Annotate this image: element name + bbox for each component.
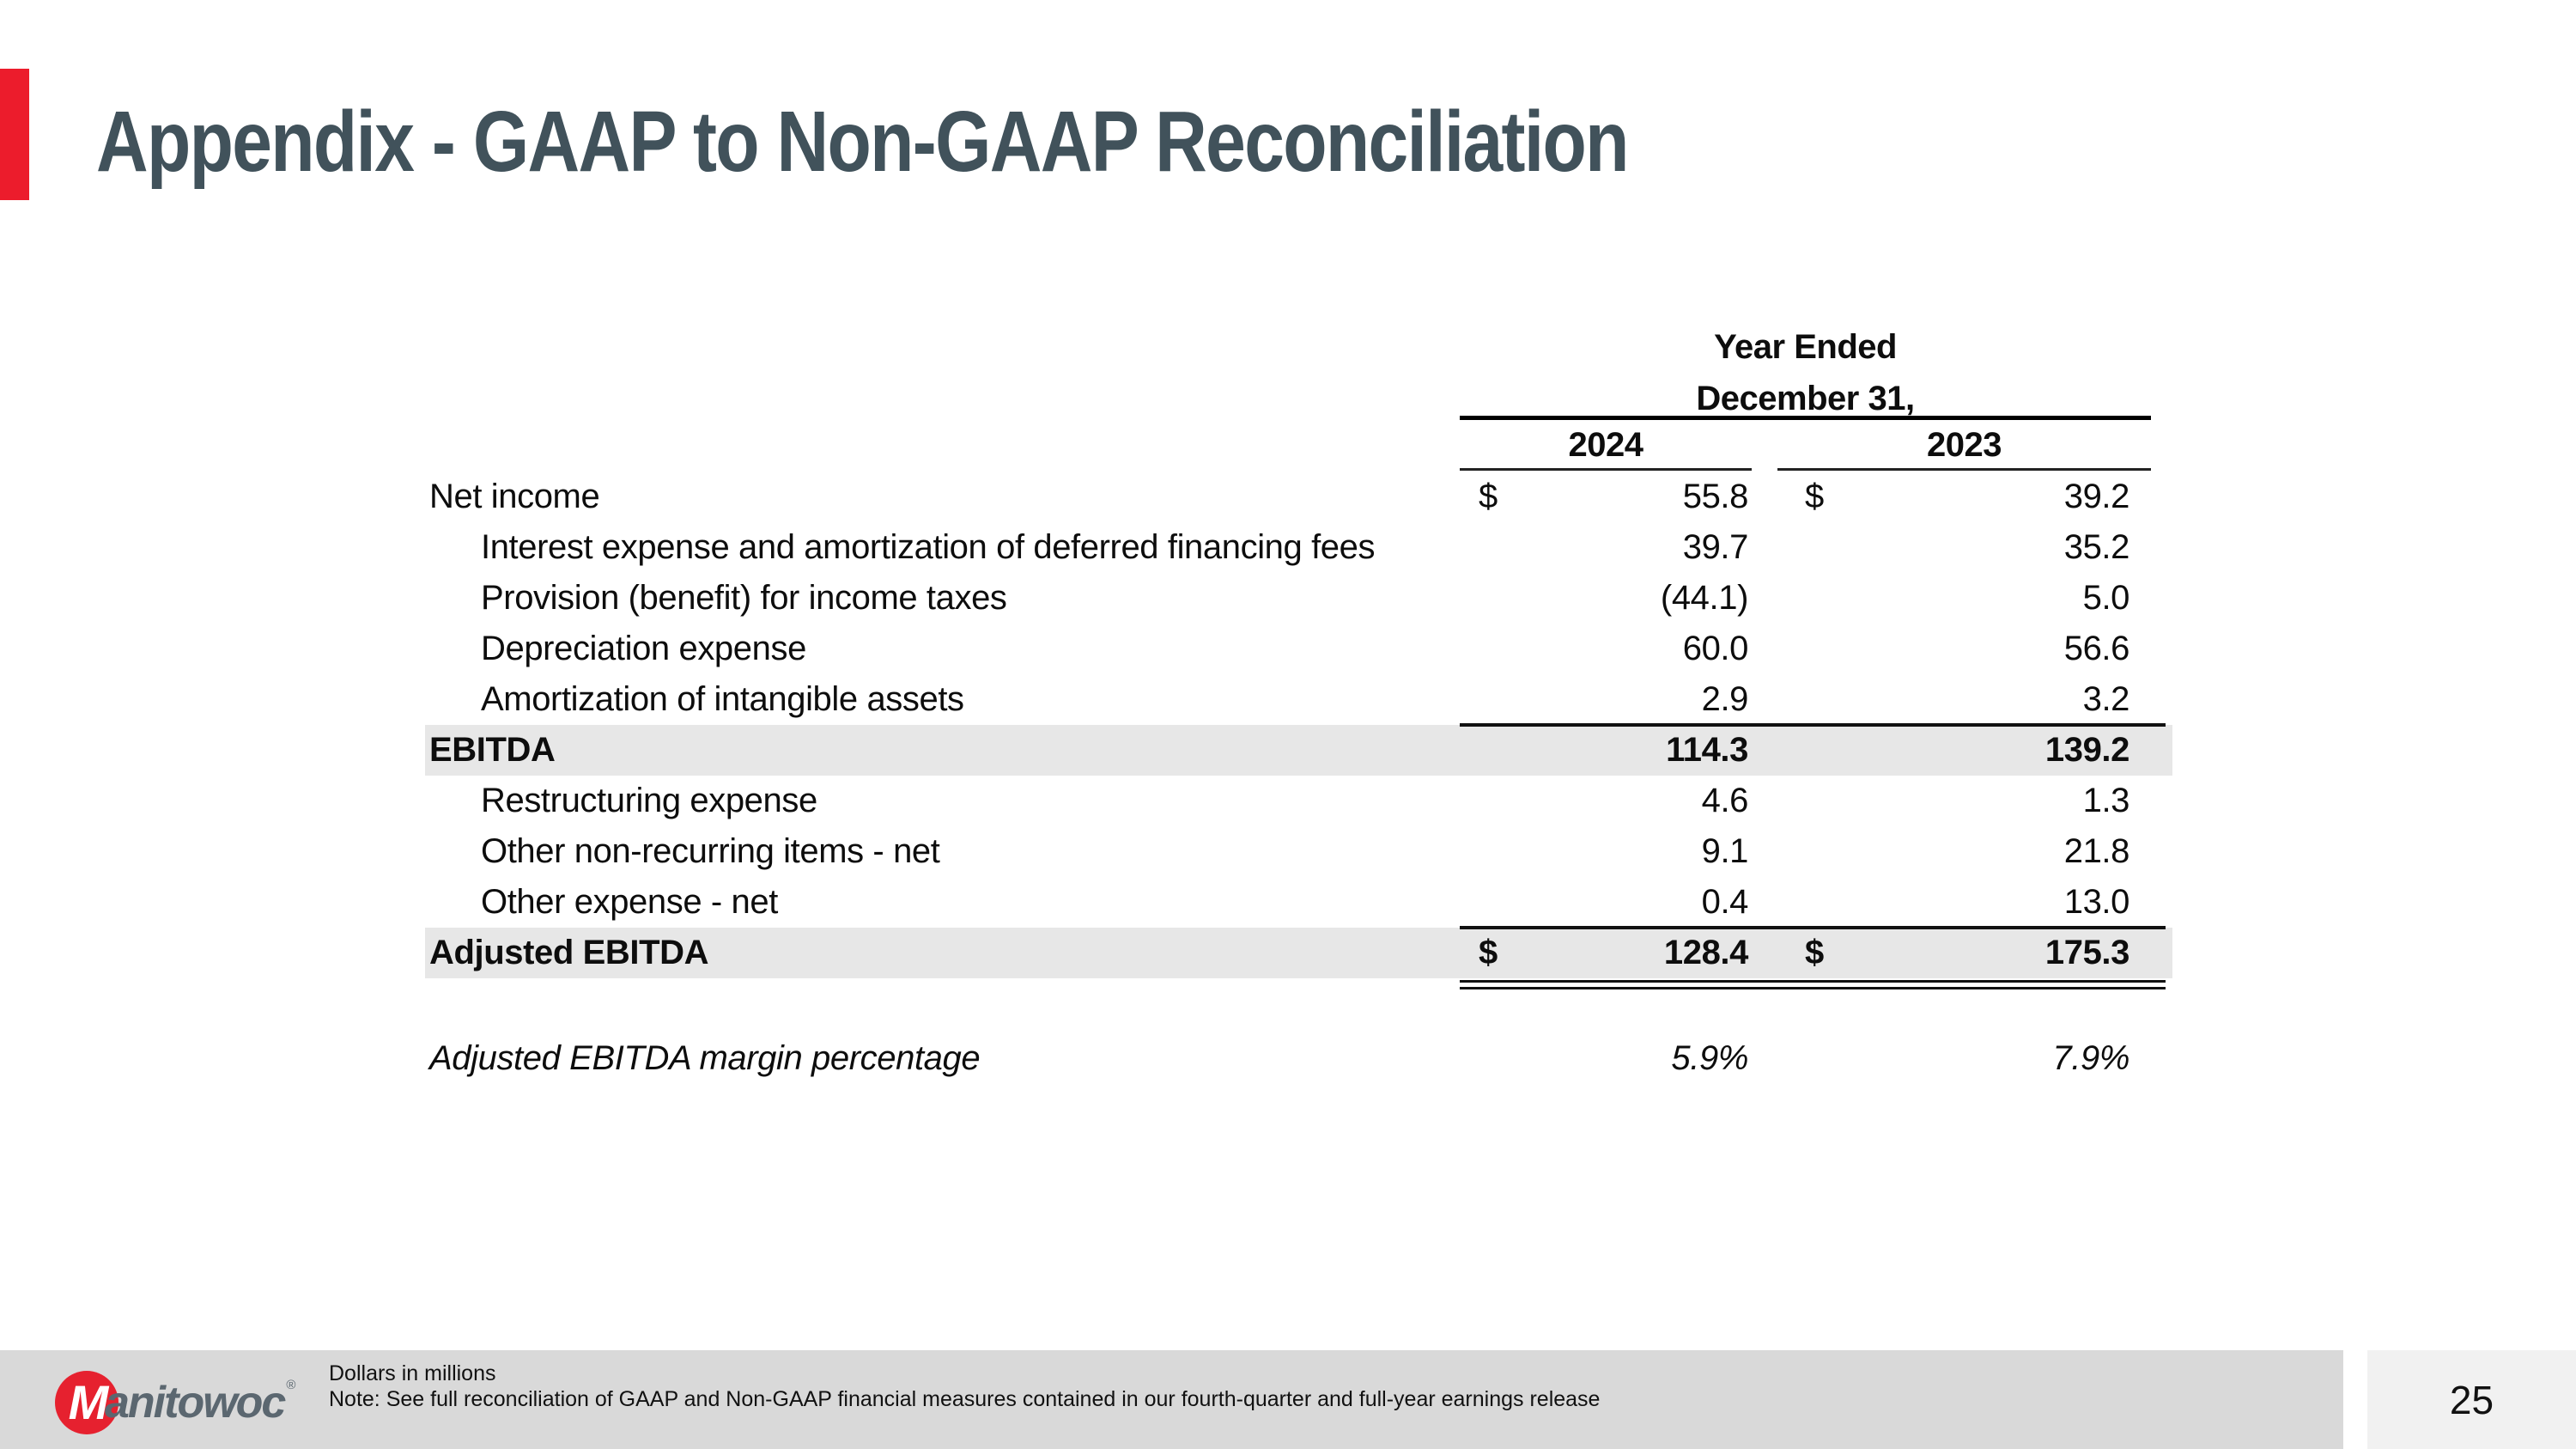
page-number-box: 25 — [2367, 1350, 2576, 1449]
row-value-2023: 3.2 — [2082, 680, 2130, 718]
footnote-dollars: Dollars in millions — [329, 1361, 496, 1385]
footnote-reconciliation: Note: See full reconciliation of GAAP an… — [329, 1387, 1601, 1411]
table-rows: Net income $ $55.8 39.2 Interest expense and… — [425, 472, 2172, 989]
row-value-2023: 5.0 — [2082, 579, 2130, 617]
row-label: Adjusted EBITDA margin percentage — [429, 1039, 981, 1077]
row-label: Adjusted EBITDA — [429, 934, 709, 971]
logo-circle-icon: M — [55, 1371, 118, 1434]
row-label: Restructuring expense — [481, 782, 817, 819]
column-header-2024: 2024 — [1568, 426, 1643, 464]
row-label: Interest expense and amortization of def… — [481, 528, 1376, 566]
row-value-2024: 4.6 — [1701, 782, 1749, 819]
row-value-2024: 9.1 — [1701, 832, 1749, 870]
logo-m-letter: M — [68, 1375, 109, 1429]
manitowoc-logo: M anitowoc ® — [55, 1371, 295, 1434]
row-value-2023: 56.6 — [2063, 630, 2130, 667]
currency-symbol: $ — [1805, 934, 1824, 971]
row-label: EBITDA — [429, 731, 556, 769]
table-period-header-line1: Year Ended — [1714, 328, 1897, 366]
header-rule — [1460, 416, 2151, 420]
logo-wordmark: anitowoc — [105, 1378, 286, 1428]
row-value-2024: 55.8 — [1682, 478, 1749, 515]
page-title: Appendix - GAAP to Non-GAAP Reconciliati… — [96, 94, 1629, 190]
total-double-rule — [1460, 980, 2166, 983]
row-label: Amortization of intangible assets — [481, 680, 964, 718]
registered-trademark-icon: ® — [286, 1378, 296, 1392]
table-row: Depreciation expense 60.0 56.6 — [425, 624, 2172, 674]
row-value-2024: 60.0 — [1682, 630, 1749, 667]
column-underline-2024 — [1460, 468, 1752, 471]
row-value-2023: 139.2 — [2044, 731, 2130, 769]
table-row: Adjusted EBITDA $ $128.4 175.3 — [425, 926, 2172, 989]
table-row: Other non-recurring items - net 9.1 21.8 — [425, 826, 2172, 877]
footer-bar — [0, 1350, 2343, 1449]
row-value-2024: 39.7 — [1682, 528, 1749, 566]
row-value-2024: 114.3 — [1666, 731, 1748, 769]
column-underline-2023 — [1777, 468, 2151, 471]
table-row: Restructuring expense 4.6 1.3 — [425, 776, 2172, 826]
table-period-header-line2: December 31, — [1696, 380, 1915, 417]
page-number: 25 — [2449, 1377, 2494, 1422]
table-row: EBITDA 114.3 139.2 — [425, 723, 2172, 776]
row-value-2024: (44.1) — [1660, 579, 1748, 617]
row-label: Net income — [429, 478, 600, 515]
row-label: Provision (benefit) for income taxes — [481, 579, 1007, 617]
row-value-2023: 35.2 — [2063, 528, 2130, 566]
total-double-rule — [1460, 987, 2166, 989]
currency-symbol: $ — [1479, 478, 1498, 515]
row-value-2023: 1.3 — [2082, 782, 2130, 819]
total-rule-top — [1460, 723, 2166, 727]
margin-percentage-row: Adjusted EBITDA margin percentage 5.9% 7… — [425, 1033, 2172, 1084]
table-row: Interest expense and amortization of def… — [425, 522, 2172, 573]
row-value-2023: 7.9% — [2052, 1039, 2129, 1077]
row-value-2023: 21.8 — [2063, 832, 2130, 870]
row-value-2024: 2.9 — [1701, 680, 1749, 718]
row-label: Other non-recurring items - net — [481, 832, 940, 870]
currency-symbol: $ — [1479, 934, 1498, 971]
row-value-2024: 5.9% — [1671, 1039, 1748, 1077]
row-value-2023: 175.3 — [2044, 934, 2130, 971]
row-value-2023: 39.2 — [2063, 478, 2130, 515]
row-label: Other expense - net — [481, 883, 778, 921]
table-row: Amortization of intangible assets 2.9 3.2 — [425, 674, 2172, 725]
row-value-2024: 0.4 — [1701, 883, 1749, 921]
table-row: Net income $ $55.8 39.2 — [425, 472, 2172, 522]
currency-symbol: $ — [1805, 478, 1824, 515]
column-header-2023: 2023 — [1927, 426, 2002, 464]
row-value-2023: 13.0 — [2063, 883, 2130, 921]
title-accent-bar — [0, 69, 29, 200]
table-row: Provision (benefit) for income taxes (44.… — [425, 573, 2172, 624]
footer-notes: Dollars in millions Note: See full recon… — [329, 1361, 1600, 1412]
table-row: Other expense - net 0.4 13.0 — [425, 877, 2172, 928]
total-rule-top — [1460, 926, 2166, 929]
row-value-2024: 128.4 — [1663, 934, 1749, 971]
row-label: Depreciation expense — [481, 630, 806, 667]
